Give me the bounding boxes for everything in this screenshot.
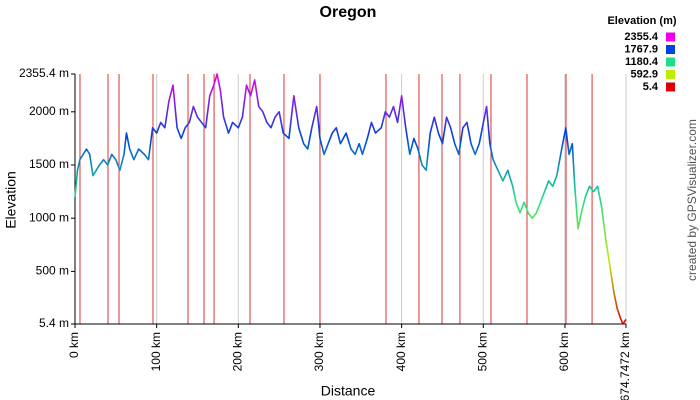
credit: created by GPSVisualizer.com [685,119,699,281]
x-tick-label: 674.7472 km [618,332,632,400]
y-tick-label: 1000 m [29,210,69,224]
legend-swatch [666,45,675,54]
legend-swatch [666,57,675,67]
y-tick-label: 1500 m [29,157,69,171]
legend-label: 5.4 [643,81,659,93]
legend-title: Elevation (m) [607,15,676,27]
x-tick-label: 0 km [67,332,81,358]
x-tick-label: 100 km [149,332,163,371]
legend-label: 1180.4 [625,56,659,68]
legend-label: 2355.4 [624,31,659,43]
x-tick-label: 400 km [394,332,408,371]
legend-label: 1767.9 [624,43,658,55]
x-tick-label: 300 km [312,332,326,371]
legend-swatch [666,82,675,92]
y-tick-label: 5.4 m [39,316,69,330]
legend-swatch [666,70,675,79]
x-tick-label: 500 km [475,332,489,371]
legend-swatch [666,32,675,42]
x-tick-label: 200 km [230,332,244,371]
elevation-line [74,73,627,325]
x-tick-label: 600 km [557,332,571,371]
x-axis-label: Distance [321,383,376,399]
y-tick-label: 2355.4 m [19,66,69,80]
y-tick-label: 500 m [36,264,69,278]
legend-label: 592.9 [630,68,658,80]
chart-title: Oregon [320,4,377,21]
y-tick-label: 2000 m [29,104,69,118]
y-axis-label: Elevation [3,171,19,229]
